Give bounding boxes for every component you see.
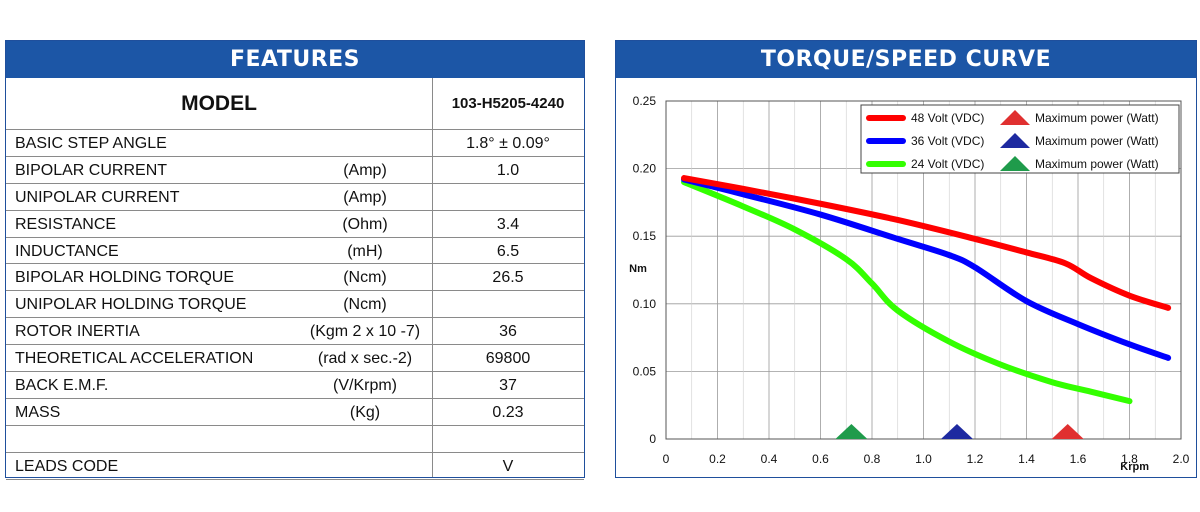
- x-tick-label: 0.4: [761, 452, 778, 466]
- legend-max-power-label: Maximum power (Watt): [1035, 157, 1159, 171]
- table-row: UNIPOLAR HOLDING TORQUE (Ncm): [6, 291, 584, 319]
- features-panel: FEATURES MODEL 103-H5205-4240 BASIC STEP…: [5, 40, 585, 480]
- row-value: 37: [499, 377, 517, 395]
- y-tick-label: 0.10: [633, 297, 657, 311]
- features-table: MODEL 103-H5205-4240 BASIC STEP ANGLE 1.8…: [6, 78, 584, 480]
- chart-title: TORQUE/SPEED CURVE: [616, 41, 1196, 78]
- legend-triangle-2: [1000, 156, 1030, 171]
- row-value: V: [502, 457, 514, 475]
- features-title: FEATURES: [6, 41, 584, 78]
- model-label: MODEL: [181, 92, 257, 115]
- x-tick-label: 1.2: [967, 452, 984, 466]
- row-value: 69800: [485, 350, 531, 368]
- series-line-2: [681, 179, 1133, 405]
- row-value: 6.5: [496, 242, 520, 260]
- max-power-marker-1: [940, 424, 973, 439]
- row-value: 0.23: [492, 403, 524, 421]
- row-name: ROTOR INERTIA: [15, 323, 140, 341]
- row-unit: (Ohm): [342, 215, 388, 233]
- row-unit: (Amp): [343, 188, 387, 206]
- legend-triangle-0: [1000, 110, 1030, 125]
- table-row: ROTOR INERTIA (Kgm 2 x 10 -7) 36: [6, 318, 584, 346]
- row-value: 36: [499, 323, 517, 341]
- x-tick-label: 1.4: [1018, 452, 1035, 466]
- table-row: LEADS CODE V: [6, 453, 584, 480]
- row-value: 1.0: [496, 161, 520, 179]
- x-tick-label: 1.6: [1070, 452, 1087, 466]
- row-unit: (Kg): [349, 403, 381, 421]
- x-tick-label: 2.0: [1173, 452, 1190, 466]
- x-tick-label: 0.6: [812, 452, 829, 466]
- legend-triangle-1: [1000, 133, 1030, 148]
- row-name: INDUCTANCE: [15, 242, 119, 260]
- legend-max-power-label: Maximum power (Watt): [1035, 134, 1159, 148]
- x-axis-label: Krpm: [1120, 461, 1149, 473]
- column-divider: [432, 78, 433, 477]
- legend-label-0: 48 Volt (VDC): [911, 111, 984, 125]
- y-tick-label: 0.05: [633, 364, 657, 378]
- table-row: INDUCTANCE (mH) 6.5: [6, 238, 584, 265]
- y-tick-label: 0.20: [633, 162, 657, 176]
- table-row: UNIPOLAR CURRENT (Amp): [6, 184, 584, 211]
- table-row: [6, 426, 584, 453]
- table-row: BASIC STEP ANGLE 1.8° ± 0.09°: [6, 130, 584, 157]
- y-tick-label: 0: [649, 432, 656, 446]
- row-unit: (V/Krpm): [333, 377, 397, 395]
- max-power-marker-2: [835, 424, 868, 439]
- max-power-marker-0: [1051, 424, 1084, 439]
- y-axis-label: Nm: [629, 263, 647, 275]
- table-row: BIPOLAR HOLDING TORQUE (Ncm) 26.5: [6, 264, 584, 292]
- row-name: BIPOLAR HOLDING TORQUE: [15, 269, 235, 287]
- legend-label-2: 24 Volt (VDC): [911, 157, 984, 171]
- x-tick-label: 1.0: [915, 452, 932, 466]
- row-value: 26.5: [492, 269, 524, 287]
- row-value: 3.4: [496, 215, 520, 233]
- table-row: BIPOLAR CURRENT (Amp) 1.0: [6, 157, 584, 184]
- row-unit: (Amp): [343, 161, 387, 179]
- x-tick-label: 0.8: [864, 452, 881, 466]
- x-tick-label: 1.8: [1121, 452, 1138, 466]
- series-line-1: [681, 176, 1172, 361]
- row-unit: (mH): [347, 242, 383, 260]
- table-row: BACK E.M.F. (V/Krpm) 37: [6, 372, 584, 399]
- table-row: MASS (Kg) 0.23: [6, 399, 584, 426]
- table-row: THEORETICAL ACCELERATION (rad x sec.-2) 69…: [6, 345, 584, 373]
- row-unit: (rad x sec.-2): [317, 350, 413, 368]
- row-name: BASIC STEP ANGLE: [15, 135, 167, 152]
- row-name: LEADS CODE: [15, 457, 119, 475]
- torque-speed-panel: TORQUE/SPEED CURVE 0 0.2 0.4 0.6 0.8 1.0 1.2 1.…: [615, 40, 1197, 478]
- row-name: THEORETICAL ACCELERATION: [15, 350, 254, 368]
- x-tick-label: 0.2: [709, 452, 726, 466]
- row-name: MASS: [15, 403, 61, 421]
- y-tick-label: 0.15: [633, 229, 657, 243]
- model-value: 103-H5205-4240: [451, 95, 565, 112]
- row-unit: (Ncm): [343, 269, 387, 287]
- row-value: 1.8° ± 0.09°: [466, 135, 550, 152]
- plot-frame: [665, 100, 1182, 440]
- y-tick-label: 0.25: [633, 94, 657, 108]
- row-unit: (Ncm): [343, 296, 387, 314]
- model-row: MODEL 103-H5205-4240: [6, 78, 584, 130]
- row-name: BIPOLAR CURRENT: [15, 161, 168, 179]
- row-name: RESISTANCE: [15, 215, 117, 233]
- legend-label-1: 36 Volt (VDC): [911, 134, 984, 148]
- x-tick-label: 0: [663, 452, 670, 466]
- row-name: UNIPOLAR HOLDING TORQUE: [15, 296, 247, 314]
- legend-max-power-label: Maximum power (Watt): [1035, 111, 1159, 125]
- row-unit: (Kgm 2 x 10 -7): [309, 323, 421, 341]
- row-name: UNIPOLAR CURRENT: [15, 188, 180, 206]
- series-line-0: [681, 175, 1172, 311]
- table-row: RESISTANCE (Ohm) 3.4: [6, 211, 584, 238]
- row-name: BACK E.M.F.: [15, 377, 109, 395]
- torque-speed-chart: 0 0.2 0.4 0.6 0.8 1.0 1.2 1.4 1.6 1.8 2.0 0 0.05 0.10…: [629, 94, 1190, 473]
